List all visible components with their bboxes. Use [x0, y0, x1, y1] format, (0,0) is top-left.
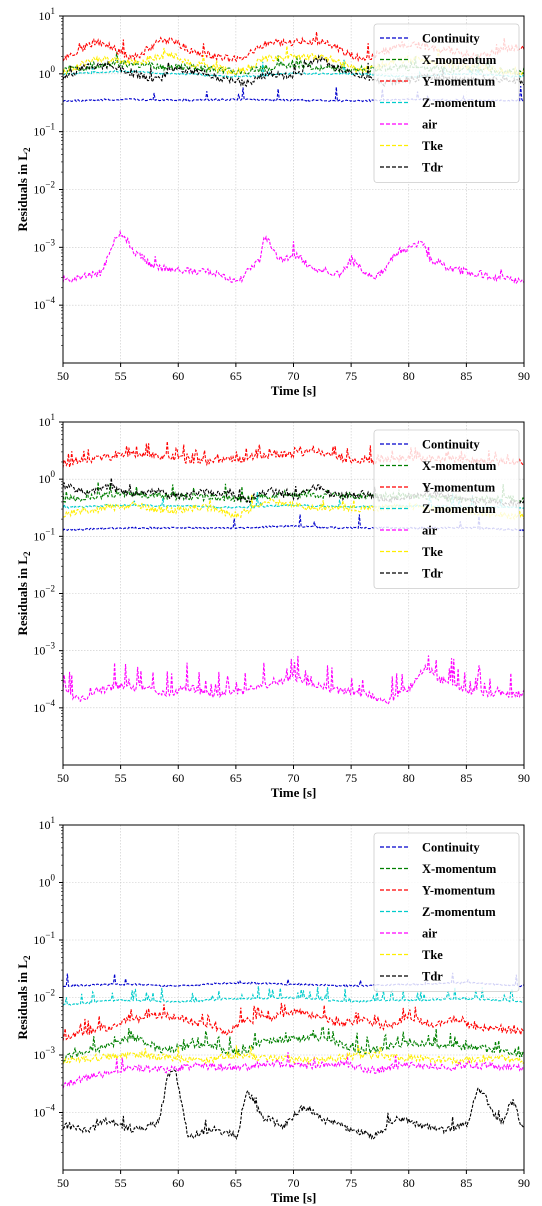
x-tick-label: 60 [172, 1176, 184, 1190]
legend-label: Continuity [422, 438, 480, 452]
x-tick-label: 75 [345, 1176, 357, 1190]
legend-box [373, 23, 520, 183]
legend-label: X-momentum [422, 459, 497, 473]
x-tick-label: 90 [518, 771, 530, 785]
legend-label: X-momentum [422, 862, 497, 876]
legend-label: air [422, 524, 438, 538]
x-tick-label: 65 [230, 369, 242, 383]
x-axis-label: Time [s] [271, 383, 317, 398]
series-line-tdr [63, 54, 524, 88]
y-tick-label: 10−4 [33, 1103, 55, 1120]
series-line-z-momentum [63, 986, 524, 1006]
legend: Continuity X-momentum Y-momentum Z-momentum… [373, 23, 520, 183]
legend-label: Tdr [422, 161, 443, 175]
legend-label: Z-momentum [422, 502, 496, 516]
legend-label: Continuity [422, 32, 480, 46]
x-tick-label: 50 [57, 369, 69, 383]
series-line-x-momentum [63, 51, 524, 77]
y-tick-label: 101 [39, 412, 56, 429]
y-tick-label: 10−1 [33, 122, 55, 139]
x-tick-label: 55 [115, 771, 127, 785]
legend-label: Tke [422, 139, 443, 153]
series-line-tdr [63, 477, 524, 508]
x-tick-label: 65 [230, 1176, 242, 1190]
legend-label: Continuity [422, 841, 480, 855]
x-tick-label: 60 [172, 369, 184, 383]
x-axis-label: Time [s] [271, 1190, 317, 1205]
chart-panel-2: 50 55 60 65 70 75 80 85 90 10−4 10−3 10−2 10−1 100 101… [15, 412, 530, 800]
x-tick-label: 80 [403, 771, 415, 785]
legend: Continuity X-momentum Y-momentum Z-momentum… [373, 429, 520, 589]
x-tick-label: 75 [345, 771, 357, 785]
legend-label: Tke [422, 545, 443, 559]
y-tick-label: 100 [39, 469, 56, 486]
y-tick-label: 10−1 [33, 930, 55, 947]
y-tick-label: 10−4 [33, 295, 55, 312]
legend-label: Y-momentum [422, 884, 496, 898]
x-tick-label: 65 [230, 771, 242, 785]
series-line-y-momentum [63, 441, 524, 469]
y-tick-label: 101 [39, 6, 56, 23]
x-tick-label: 85 [460, 1176, 472, 1190]
x-tick-label: 70 [288, 1176, 300, 1190]
legend-label: air [422, 927, 438, 941]
x-tick-label: 70 [288, 771, 300, 785]
x-tick-label: 60 [172, 771, 184, 785]
series-line-air [63, 229, 524, 285]
legend-label: Y-momentum [422, 481, 496, 495]
y-tick-label: 10−3 [33, 1045, 55, 1062]
x-tick-label: 70 [288, 369, 300, 383]
chart-panel-3: 50 55 60 65 70 75 80 85 90 10−4 10−3 10−2 10−1 100 101… [15, 815, 530, 1205]
x-tick-label: 50 [57, 771, 69, 785]
x-tick-label: 90 [518, 1176, 530, 1190]
y-tick-label: 100 [39, 64, 56, 81]
legend-box [373, 429, 520, 589]
series-line-tdr [63, 1069, 524, 1141]
series-line-y-momentum [63, 1002, 524, 1042]
legend-label: Z-momentum [422, 905, 496, 919]
x-tick-label: 80 [403, 1176, 415, 1190]
x-tick-label: 55 [115, 369, 127, 383]
y-tick-label: 10−1 [33, 526, 55, 543]
legend: Continuity X-momentum Y-momentum Z-momentum… [373, 832, 520, 992]
x-tick-label: 50 [57, 1176, 69, 1190]
legend-label: Y-momentum [422, 75, 496, 89]
series-line-x-momentum [63, 1025, 524, 1062]
y-axis-label: Residuals in L2 [15, 147, 32, 231]
y-tick-label: 10−3 [33, 641, 55, 658]
y-tick-label: 10−4 [33, 698, 55, 715]
legend-label: air [422, 118, 438, 132]
x-tick-label: 85 [460, 369, 472, 383]
y-tick-label: 100 [39, 873, 56, 890]
legend-box [373, 832, 520, 992]
x-tick-label: 90 [518, 369, 530, 383]
y-tick-label: 10−2 [33, 988, 55, 1005]
series-line-air [63, 655, 524, 706]
x-tick-label: 55 [115, 1176, 127, 1190]
chart-panel-1: 50 55 60 65 70 75 80 85 90 10−4 10−3 10−2 10−1 100 101… [15, 6, 530, 398]
series-line-continuity [63, 514, 524, 532]
legend-label: Z-momentum [422, 96, 496, 110]
legend-label: Tdr [422, 970, 443, 984]
y-tick-label: 10−2 [33, 584, 55, 601]
series-line-air [63, 1052, 524, 1089]
x-tick-label: 85 [460, 771, 472, 785]
x-axis-label: Time [s] [271, 785, 317, 800]
series-line-tke [63, 1045, 524, 1066]
x-tick-label: 80 [403, 369, 415, 383]
y-axis-label: Residuals in L2 [15, 955, 32, 1039]
legend-label: Tdr [422, 567, 443, 581]
y-tick-label: 101 [39, 815, 56, 832]
x-tick-label: 75 [345, 369, 357, 383]
legend-label: Tke [422, 948, 443, 962]
y-tick-label: 10−3 [33, 237, 55, 254]
legend-label: X-momentum [422, 53, 497, 67]
y-tick-label: 10−2 [33, 180, 55, 197]
y-axis-label: Residuals in L2 [15, 551, 32, 635]
